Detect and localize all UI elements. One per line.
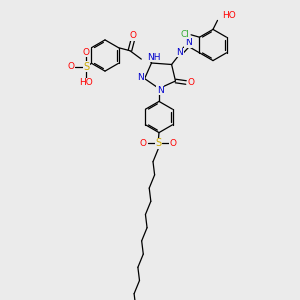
- Text: N: N: [176, 48, 183, 57]
- Text: O: O: [68, 62, 75, 71]
- Text: N: N: [157, 86, 164, 95]
- Text: S: S: [155, 138, 161, 148]
- Text: O: O: [129, 31, 137, 40]
- Text: S: S: [83, 62, 89, 72]
- Text: N: N: [185, 38, 191, 47]
- Text: NH: NH: [147, 53, 160, 62]
- Text: HO: HO: [223, 11, 236, 20]
- Text: HO: HO: [80, 78, 93, 87]
- Text: O: O: [83, 48, 90, 57]
- Text: O: O: [188, 78, 195, 87]
- Text: Cl: Cl: [180, 30, 189, 39]
- Text: O: O: [170, 139, 177, 148]
- Text: O: O: [140, 139, 147, 148]
- Text: N: N: [138, 73, 144, 82]
